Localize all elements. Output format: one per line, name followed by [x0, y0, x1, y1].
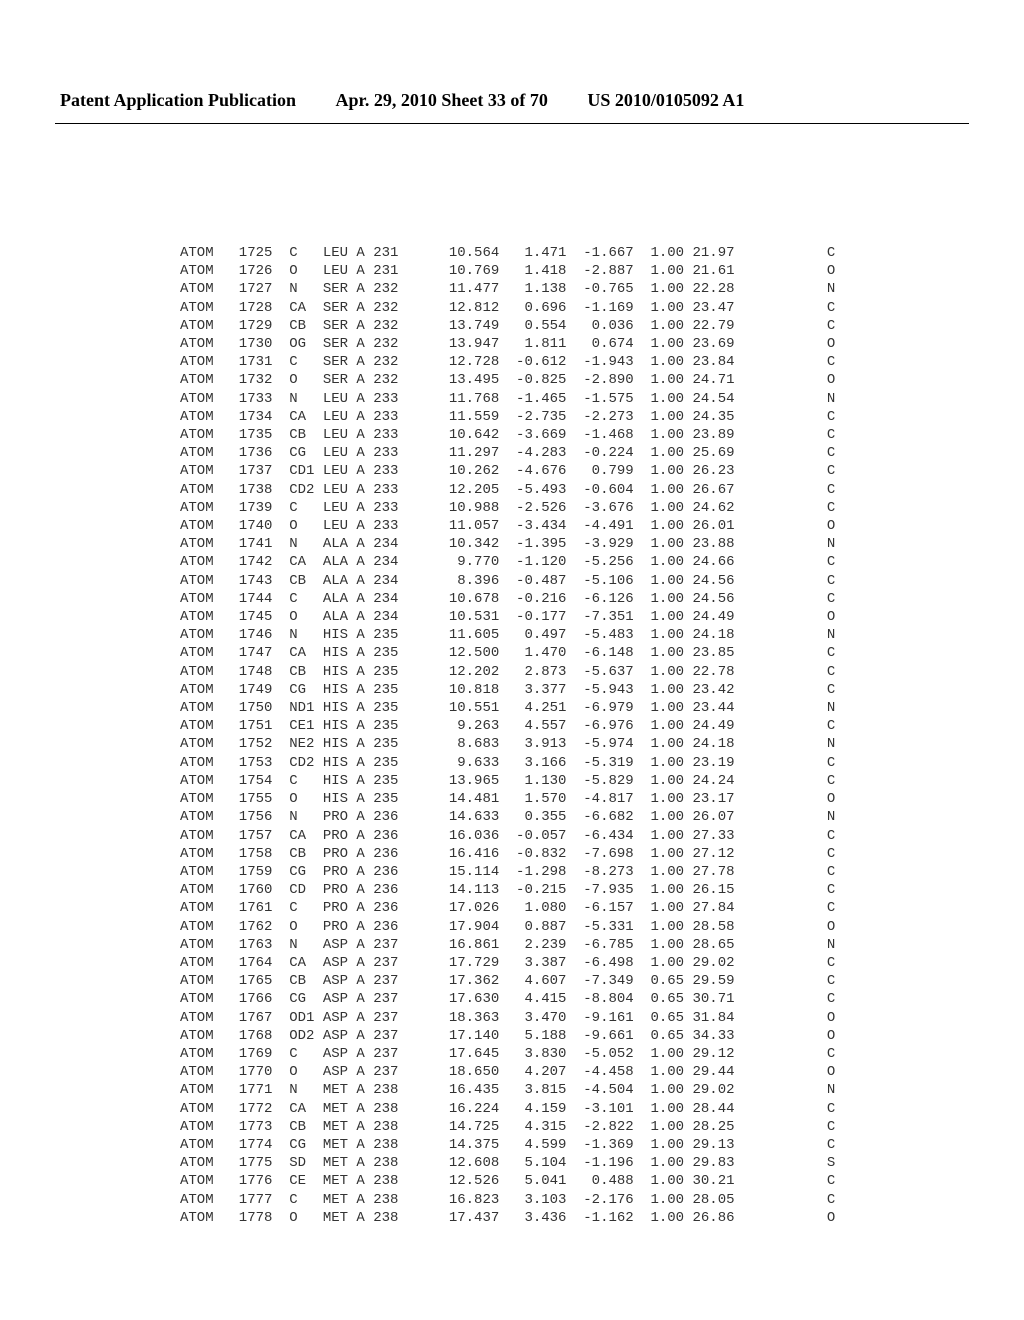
- date-label: Apr. 29, 2010 Sheet 33 of 70: [336, 90, 548, 111]
- pdb-atom-table: ATOM 1725 C LEU A 231 10.564 1.471 -1.66…: [180, 244, 835, 1227]
- pub-label: Patent Application Publication: [60, 90, 296, 111]
- docnum-label: US 2010/0105092 A1: [587, 90, 744, 111]
- header-rule: [55, 123, 969, 124]
- page-header: Patent Application Publication Apr. 29, …: [60, 90, 964, 111]
